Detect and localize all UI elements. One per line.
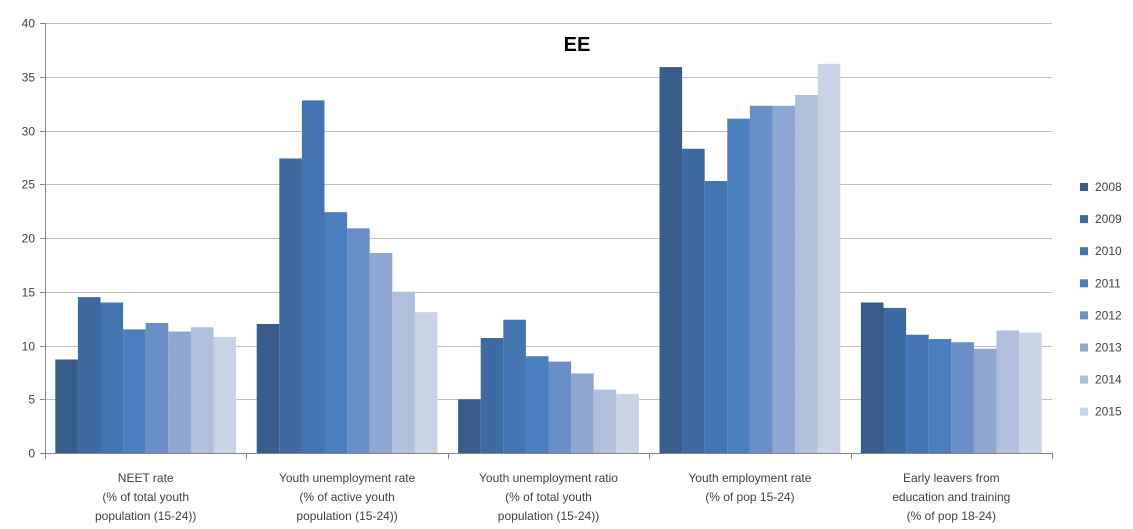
- bar-2015: [414, 312, 438, 453]
- legend-swatch-2010: [1080, 247, 1088, 256]
- bar-2014: [190, 327, 214, 453]
- bar-2010: [100, 302, 124, 453]
- bar-2010: [301, 100, 325, 454]
- legend-swatch-2008: [1080, 183, 1088, 191]
- category-label-line: Early leavers from: [903, 471, 1000, 485]
- bar-2013: [973, 348, 997, 453]
- bar-2009: [279, 158, 302, 453]
- chart-title: EE: [564, 34, 591, 56]
- bar-2009: [480, 337, 504, 453]
- bar-2014: [392, 291, 415, 453]
- category-label-line: population (15-24)): [95, 509, 196, 523]
- category-label-line: population (15-24)): [498, 509, 599, 523]
- bar-2015: [1019, 332, 1042, 453]
- bars: [55, 63, 1042, 454]
- category-label: Early leavers from education and training…: [892, 471, 1010, 523]
- legend-swatch-2009: [1080, 215, 1088, 224]
- y-tick-label: 25: [22, 178, 36, 192]
- bar-2011: [727, 118, 750, 454]
- bar-2010: [503, 319, 526, 453]
- category-label-line: NEET rate: [118, 471, 174, 485]
- y-tick-label: 10: [22, 340, 36, 354]
- bar-2008: [256, 324, 280, 453]
- y-tick-label: 20: [22, 232, 36, 246]
- category-label-line: (% of pop 15-24): [705, 490, 794, 504]
- bar-2008: [659, 67, 683, 453]
- category-label-line: education and training: [892, 490, 1010, 504]
- category-label: Youth employment rate (% of pop 15-24): [688, 471, 811, 504]
- bar-2011: [324, 212, 348, 453]
- bar-2012: [749, 105, 773, 453]
- bar-2013: [168, 331, 191, 453]
- legend-swatch-2011: [1080, 279, 1088, 288]
- bar-2015: [817, 63, 841, 453]
- bar-2012: [951, 342, 974, 453]
- legend-label: 2009: [1095, 212, 1122, 226]
- category-label-line: (% of total youth: [505, 490, 592, 504]
- legend-label: 2014: [1095, 373, 1122, 387]
- bar-2009: [883, 307, 907, 454]
- category-label-line: Youth unemployment ratio: [479, 471, 618, 485]
- bar-2013: [369, 253, 393, 453]
- category-label-line: Youth unemployment rate: [279, 471, 416, 485]
- legend-swatch-2015: [1080, 407, 1088, 416]
- category-label-line: (% of total youth: [102, 490, 189, 504]
- bar-2012: [347, 228, 370, 453]
- bar-2013: [571, 373, 594, 453]
- category-label-line: (% of active youth: [299, 490, 394, 504]
- bar-2015: [213, 336, 237, 453]
- category-label-line: Youth employment rate: [688, 471, 811, 485]
- bar-2011: [928, 339, 952, 453]
- bar-2008: [458, 399, 481, 453]
- bar-2014: [996, 330, 1020, 453]
- legend-label: 2008: [1095, 180, 1122, 194]
- y-tick-label: 35: [22, 71, 36, 85]
- legend-label: 2012: [1095, 308, 1122, 322]
- bar-2009: [682, 148, 705, 453]
- legend-label: 2013: [1095, 341, 1122, 355]
- y-tick-label: 0: [28, 447, 35, 461]
- y-tick-label: 5: [28, 393, 35, 407]
- bar-2012: [548, 361, 572, 454]
- bar-2011: [123, 329, 146, 454]
- x-axis-labels: NEET rate (% of total youth population (15…: [95, 471, 1010, 523]
- y-axis-ticks: 0 5 10 15 20 25 30 35 40: [22, 17, 45, 461]
- bar-2014: [593, 389, 617, 453]
- bar-2014: [795, 95, 818, 453]
- legend-swatch-2013: [1080, 343, 1088, 352]
- bar-2015: [616, 393, 639, 454]
- bar-2009: [77, 297, 101, 454]
- y-tick-label: 30: [22, 125, 36, 139]
- legend-swatch-2014: [1080, 375, 1088, 384]
- category-label-line: (% of pop 18-24): [907, 509, 996, 523]
- legend-label: 2015: [1095, 405, 1122, 419]
- legend-swatch-2012: [1080, 311, 1088, 320]
- x-axis: [45, 23, 1053, 459]
- y-tick-label: 40: [22, 17, 36, 31]
- bar-2008: [55, 359, 78, 453]
- bar-2010: [906, 334, 929, 453]
- bar-2012: [145, 322, 169, 453]
- category-label: NEET rate (% of total youth population (15…: [95, 471, 196, 523]
- bar-2008: [860, 302, 884, 453]
- bar-2010: [704, 181, 728, 453]
- bar-2011: [525, 356, 549, 453]
- category-label: Youth unemployment ratio (% of total yout…: [479, 471, 618, 523]
- legend: 2008 2009 2010 2011 2012 2013 2014 2015: [1080, 180, 1122, 419]
- category-label: Youth unemployment rate (% of active yout…: [279, 471, 416, 523]
- bar-2013: [772, 105, 796, 453]
- y-tick-label: 15: [22, 286, 36, 300]
- legend-label: 2010: [1095, 244, 1122, 258]
- legend-label: 2011: [1095, 276, 1121, 290]
- category-label-line: population (15-24)): [296, 509, 397, 523]
